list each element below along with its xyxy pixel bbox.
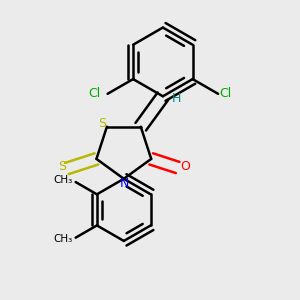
Text: H: H bbox=[172, 92, 181, 105]
Text: CH₃: CH₃ bbox=[54, 234, 73, 244]
Text: CH₃: CH₃ bbox=[54, 176, 73, 185]
Text: Cl: Cl bbox=[88, 87, 100, 100]
Text: S: S bbox=[98, 117, 106, 130]
Text: S: S bbox=[58, 160, 66, 173]
Text: N: N bbox=[119, 177, 129, 190]
Text: O: O bbox=[181, 160, 190, 173]
Text: Cl: Cl bbox=[219, 87, 231, 100]
